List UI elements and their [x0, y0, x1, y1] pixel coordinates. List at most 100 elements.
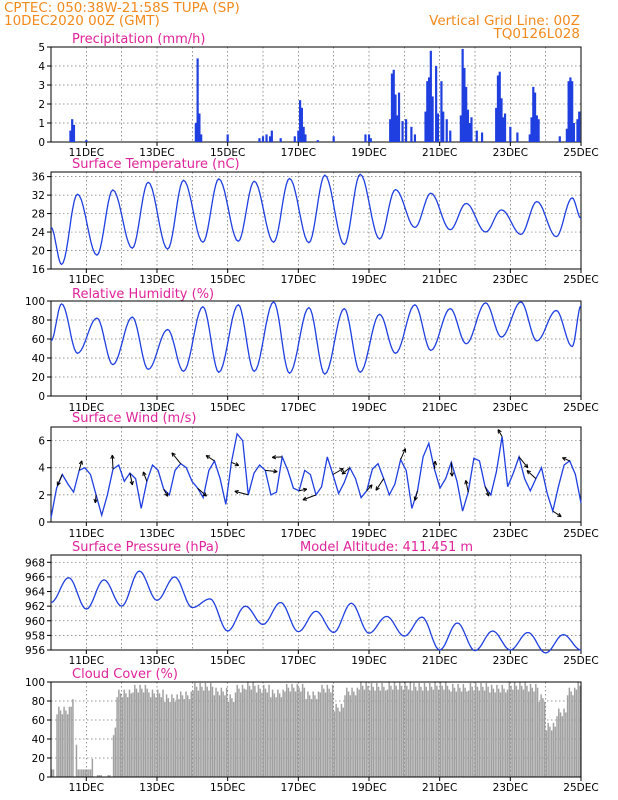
precip-xtick-label: 11DEC: [69, 147, 104, 159]
temp-ytick-label: 28: [32, 209, 45, 221]
cloud-cover-bar: [261, 692, 263, 777]
cloud-cover-bar: [192, 690, 194, 777]
precipitation-bar: [293, 136, 296, 142]
cloud-cover-bar: [257, 684, 260, 777]
wind-vector-arrowhead: [205, 455, 211, 460]
precipitation-bar: [369, 138, 372, 142]
cloud-cover-bar: [529, 683, 532, 777]
wind-vector-arrow: [197, 487, 207, 497]
cloud-cover-bar: [342, 707, 344, 777]
wind-xtick-label: 17DEC: [281, 528, 316, 540]
cloud-xtick-label: 13DEC: [139, 782, 174, 794]
temp-ytick-label: 24: [32, 227, 46, 239]
temperature-series-line: [50, 173, 582, 266]
precipitation-bar: [530, 117, 533, 142]
cloud-cover-bar: [559, 712, 562, 777]
precipitation-bar: [459, 115, 462, 142]
cloud-cover-bar: [402, 689, 405, 777]
cloud-cover-bar: [558, 708, 560, 777]
cloud-cover-bar: [473, 690, 475, 777]
cloud-cover-bar: [204, 682, 207, 777]
cloud-cover-bar: [153, 693, 155, 777]
wind-vector-arrow: [56, 474, 63, 486]
precipitation-bar: [410, 126, 413, 142]
cloud-cover-bar: [208, 690, 210, 777]
wind-xtick-label: 19DEC: [351, 528, 386, 540]
wind-vector-arrowhead: [234, 490, 239, 495]
cloud-cover-bar: [107, 775, 109, 777]
cloud-cover-bar: [367, 685, 369, 777]
cloud-cover-bar: [301, 683, 304, 777]
wind-vector-arrow: [497, 429, 503, 437]
precipitation-bar: [85, 140, 88, 142]
cloud-cover-bar: [384, 690, 387, 777]
cloud-cover-bar: [450, 691, 452, 777]
cloud-cover-bar: [351, 687, 353, 777]
cloud-cover-bar: [475, 682, 477, 777]
precip-xtick-label: 25DEC: [563, 147, 598, 159]
cloud-cover-bar: [296, 683, 299, 777]
cloud-cover-bar: [497, 688, 500, 777]
cloud-cover-bar: [485, 682, 488, 777]
cloud-cover-bar: [211, 686, 214, 777]
cloud-cover-bar: [422, 690, 424, 777]
cloud-cover-bar: [457, 683, 459, 777]
cloud-cover-bar: [453, 687, 456, 777]
cloud-cover-bar: [499, 692, 502, 777]
precipitation-bar: [364, 134, 367, 142]
cloud-cover-bar: [270, 697, 272, 777]
cloud-cover-bar: [114, 727, 117, 777]
cloud-cover-bar: [128, 689, 131, 777]
wind-vector-arrow: [171, 452, 182, 464]
precip-plot-frame: [50, 46, 582, 143]
wind-vector-arrowhead: [523, 463, 529, 469]
pressure-xtick-label: 17DEC: [281, 655, 316, 667]
cloud-cover-bar: [141, 688, 143, 777]
cloud-cover-bar: [227, 701, 230, 777]
cloud-cover-bar: [377, 686, 380, 777]
cloud-cover-bar: [79, 769, 81, 777]
cloud-cover-bar: [443, 689, 445, 777]
wind-vector-arrowhead: [110, 454, 115, 459]
cloud-cover-bar: [324, 692, 327, 777]
cloud-cover-bar: [158, 693, 161, 777]
header-run-time: 10DEC2020 00Z (GMT): [4, 13, 160, 29]
wind-vector-arrow: [205, 455, 215, 462]
precip-ytick-label: 3: [38, 80, 45, 92]
cloud-cover-bar: [250, 689, 253, 777]
pressure-xtick-label: 23DEC: [493, 655, 528, 667]
precip-ytick-label: 5: [38, 42, 45, 54]
precipitation-bar: [392, 69, 395, 142]
cloud-cover-bar: [556, 716, 558, 777]
pressure-xtick-label: 15DEC: [210, 655, 245, 667]
cloud-cover-bar: [259, 688, 261, 777]
cloud-cover-bar: [469, 682, 472, 777]
cloud-cover-bar: [513, 682, 516, 777]
pressure-ytick-label: 958: [25, 630, 45, 642]
cloud-cover-bar: [312, 691, 314, 777]
rh-ytick-label: 40: [32, 353, 45, 365]
cloud-cover-bar: [406, 685, 408, 777]
cloud-cover-bar: [134, 684, 136, 777]
cloud-cover-bar: [354, 695, 357, 777]
precipitation-bar: [509, 126, 512, 142]
cloud-cover-bar: [65, 710, 67, 777]
cloud-cover-bar: [252, 682, 254, 777]
precipitation-bar: [461, 48, 464, 142]
cloud-cover-bar: [383, 686, 385, 777]
cloud-cover-bar: [88, 769, 90, 777]
precipitation-bar: [397, 92, 401, 142]
temp-xtick-label: 21DEC: [422, 274, 457, 286]
cloud-cover-bar: [314, 695, 316, 777]
cloud-cover-bar: [181, 695, 184, 777]
cloud-cover-bar: [471, 686, 473, 777]
cloud-cover-bar: [241, 684, 244, 777]
precipitation-bar: [503, 113, 507, 142]
cloud-cover-bar: [321, 684, 323, 777]
cloud-cover-bar: [425, 686, 427, 777]
cloud-cover-bar: [132, 692, 134, 777]
precipitation-bar: [495, 107, 498, 142]
wind-xtick-label: 23DEC: [493, 528, 528, 540]
cloud-cover-bar: [116, 697, 118, 777]
